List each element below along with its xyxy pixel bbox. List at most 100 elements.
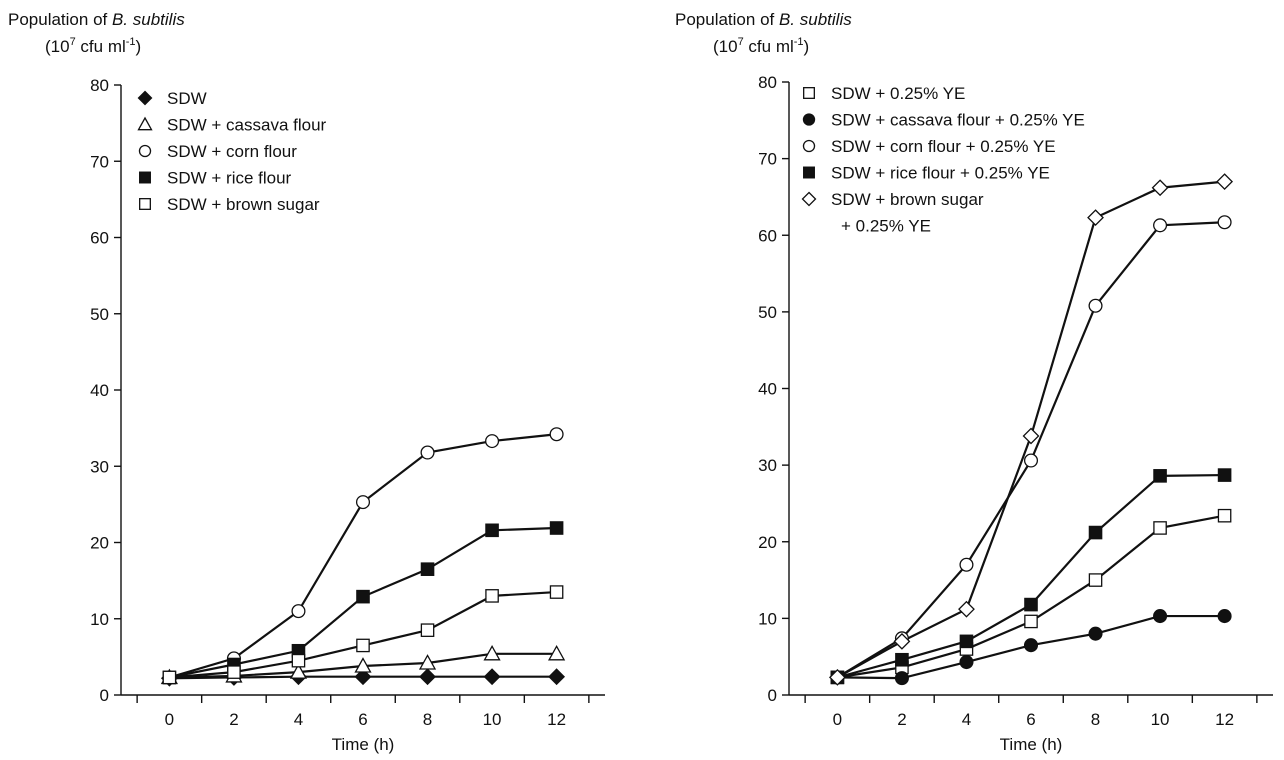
- data-point-series-1: [419, 668, 436, 686]
- data-point-series-4: [895, 652, 909, 667]
- y-axis-title-prefix: Population of: [8, 10, 112, 29]
- data-point-series-4: [549, 521, 564, 535]
- data-point-series-3: [355, 495, 371, 510]
- data-point-series-3: [420, 445, 435, 460]
- legend-marker-2: [137, 116, 153, 131]
- y-axis-unit-part: 7: [738, 36, 744, 48]
- data-point-series-5: [227, 665, 241, 679]
- x-tick-label: 12: [1215, 710, 1234, 729]
- data-point-series-2: [483, 644, 501, 661]
- data-point-series-5: [1216, 173, 1234, 191]
- data-point-series-3: [1023, 453, 1039, 468]
- data-point-series-2: [289, 663, 308, 679]
- y-tick-label: 60: [90, 229, 109, 248]
- y-tick-label: 50: [90, 305, 109, 324]
- chart-panel-1: Population of B. subtilis (107 cfu ml-1) 0…: [8, 10, 605, 754]
- legend-label-2: SDW + cassava flour: [167, 116, 327, 135]
- y-axis-unit: (107 cfu ml-1): [713, 36, 809, 56]
- legend-marker-1: [803, 87, 815, 99]
- data-point-series-1: [1088, 573, 1103, 587]
- data-point-series-3: [1153, 218, 1168, 233]
- y-axis-unit-part: -1: [126, 36, 136, 48]
- data-point-series-5: [291, 653, 306, 668]
- data-point-series-1: [1217, 508, 1232, 523]
- y-axis-title-organism: B. subtilis: [112, 10, 185, 29]
- x-tick-label: 2: [897, 710, 906, 729]
- data-point-series-1: [354, 668, 372, 686]
- data-point-series-4: [356, 589, 370, 604]
- data-point-series-3: [291, 604, 306, 619]
- y-tick-label: 70: [758, 150, 777, 169]
- x-tick-label: 8: [423, 710, 432, 729]
- data-point-series-2: [547, 644, 566, 661]
- data-point-series-1: [483, 668, 501, 686]
- chart-panel-2: Population of B. subtilis (107 cfu ml-1) 0…: [675, 10, 1273, 754]
- data-point-series-2: [894, 671, 909, 686]
- y-tick-label: 10: [90, 610, 109, 629]
- legend-label-1: SDW + 0.25% YE: [831, 84, 965, 103]
- data-point-series-3: [1088, 298, 1103, 313]
- y-tick-label: 30: [90, 457, 109, 476]
- data-point-series-3: [549, 427, 564, 442]
- legend-label-4: SDW + rice flour: [167, 169, 292, 188]
- data-point-series-2: [1153, 609, 1168, 624]
- y-axis-unit-part: (10: [713, 37, 738, 56]
- data-point-series-4: [1217, 468, 1232, 482]
- legend-label-3: SDW + corn flour: [167, 142, 297, 161]
- data-point-series-5: [1151, 179, 1169, 197]
- data-point-series-5: [420, 623, 435, 637]
- y-axis-title-organism: B. subtilis: [779, 10, 852, 29]
- y-axis-unit-part: cfu ml: [744, 37, 794, 56]
- data-point-series-5: [162, 670, 177, 685]
- data-point-series-4: [959, 634, 974, 649]
- data-point-series-1: [1024, 614, 1038, 629]
- data-point-series-4: [1153, 469, 1167, 483]
- y-axis-title: Population of B. subtilis: [675, 10, 852, 29]
- y-axis-unit-part: ): [804, 37, 810, 56]
- x-tick-label: 8: [1091, 710, 1100, 729]
- x-tick-label: 0: [165, 710, 174, 729]
- x-tick-label: 6: [1026, 710, 1035, 729]
- legend-marker-5: [801, 191, 817, 207]
- data-point-series-2: [1088, 626, 1103, 641]
- y-tick-label: 40: [90, 381, 109, 400]
- data-point-series-3: [485, 434, 500, 449]
- data-point-series-2: [959, 655, 974, 670]
- x-tick-label: 2: [229, 710, 238, 729]
- data-point-series-5: [485, 589, 499, 603]
- data-point-series-5: [893, 632, 911, 650]
- data-point-series-4: [1088, 525, 1103, 540]
- legend-label-2: SDW + cassava flour + 0.25% YE: [831, 111, 1085, 130]
- x-tick-label: 6: [358, 710, 367, 729]
- legend: SDW + 0.25% YE SDW + cassava flour + 0.25…: [801, 84, 1085, 236]
- legend-label-5: SDW + brown sugar: [167, 195, 320, 214]
- y-tick-label: 40: [758, 380, 777, 399]
- data-point-series-5: [1087, 209, 1104, 227]
- legend: SDW SDW + cassava flour SDW + corn flour SD…: [137, 89, 327, 214]
- legend-marker-5: [139, 198, 151, 210]
- x-axis-title: Time (h): [1000, 735, 1063, 754]
- data-point-series-4: [420, 562, 435, 576]
- data-point-series-3: [959, 557, 974, 572]
- legend-label-5: SDW + brown sugar: [831, 190, 984, 209]
- y-tick-label: 30: [758, 456, 777, 475]
- legend-label-3: SDW + corn flour + 0.25% YE: [831, 137, 1056, 156]
- data-point-series-2: [1023, 638, 1039, 653]
- legend-label-5-line2: + 0.25% YE: [841, 217, 931, 236]
- y-tick-label: 60: [758, 226, 777, 245]
- data-point-series-5: [828, 668, 846, 686]
- x-tick-label: 12: [547, 710, 566, 729]
- data-point-series-5: [958, 600, 975, 618]
- legend-marker-3: [138, 144, 152, 158]
- data-point-series-2: [354, 657, 372, 673]
- y-axis-unit-part: ): [136, 37, 142, 56]
- y-axis-title: Population of B. subtilis: [8, 10, 185, 29]
- y-axis-unit: (107 cfu ml-1): [45, 36, 141, 56]
- y-tick-label: 20: [758, 533, 777, 552]
- legend-label-1: SDW: [167, 89, 207, 108]
- x-tick-label: 10: [483, 710, 502, 729]
- legend-marker-4: [803, 166, 815, 179]
- x-tick-label: 10: [1151, 710, 1170, 729]
- x-tick-label: 0: [833, 710, 842, 729]
